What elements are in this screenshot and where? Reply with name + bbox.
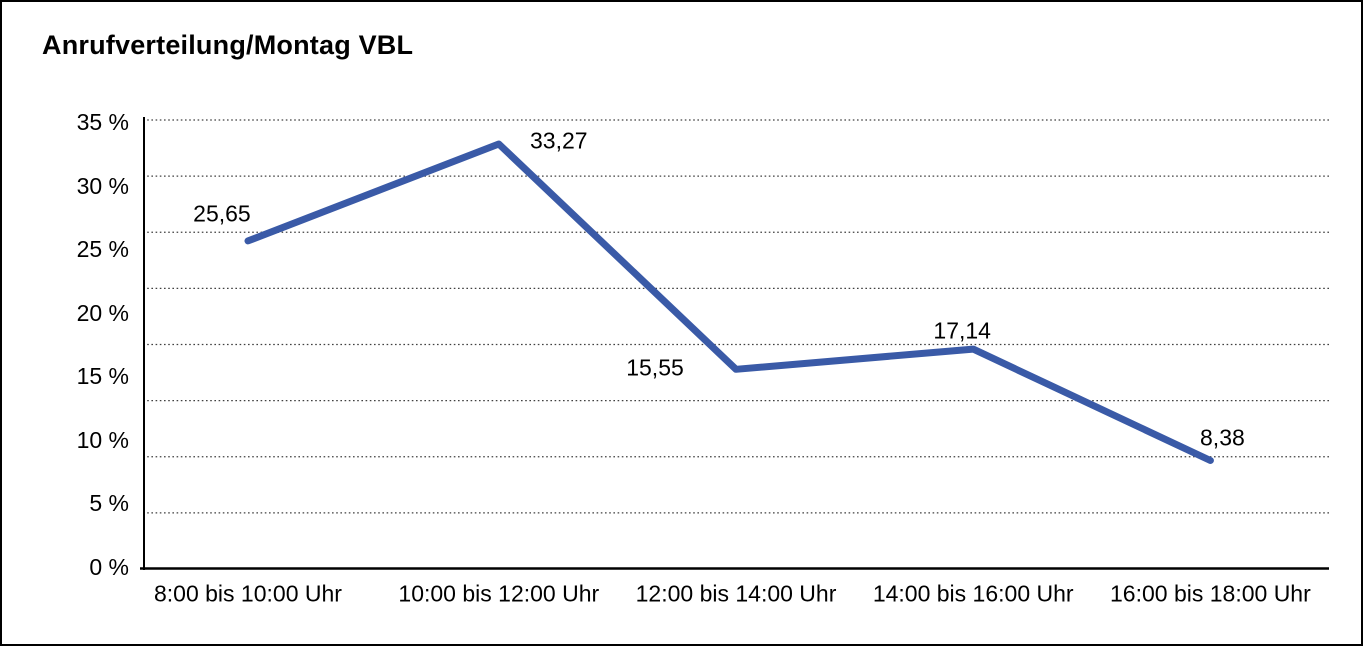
x-axis-tick-label: 8:00 bis 10:00 Uhr [153,580,342,607]
data-point-label: 25,65 [193,200,251,227]
x-axis-tick-label: 12:00 bis 14:00 Uhr [635,580,837,607]
y-axis-tick-label: 10 % [76,426,129,453]
y-axis-tick-label: 5 % [89,490,129,517]
x-axis-tick-label: 14:00 bis 16:00 Uhr [872,580,1074,607]
y-axis-tick-label: 25 % [76,236,129,263]
y-axis-tick-label: 15 % [76,363,129,390]
data-point-label: 17,14 [933,317,991,344]
y-axis-tick-label: 30 % [76,172,129,199]
chart-title: Anrufverteilung/Montag VBL [42,30,414,60]
x-axis-tick-label: 16:00 bis 18:00 Uhr [1110,580,1311,607]
data-point-label: 15,55 [626,354,684,381]
x-axis-tick-label: 10:00 bis 12:00 Uhr [398,580,600,607]
y-axis-tick-label: 0 % [89,553,129,580]
y-axis-tick-label: 35 % [76,109,129,135]
y-axis-tick-label: 20 % [76,299,129,326]
data-line [244,140,1214,464]
data-point-label: 33,27 [530,127,588,154]
data-point-label: 8,38 [1200,424,1245,451]
